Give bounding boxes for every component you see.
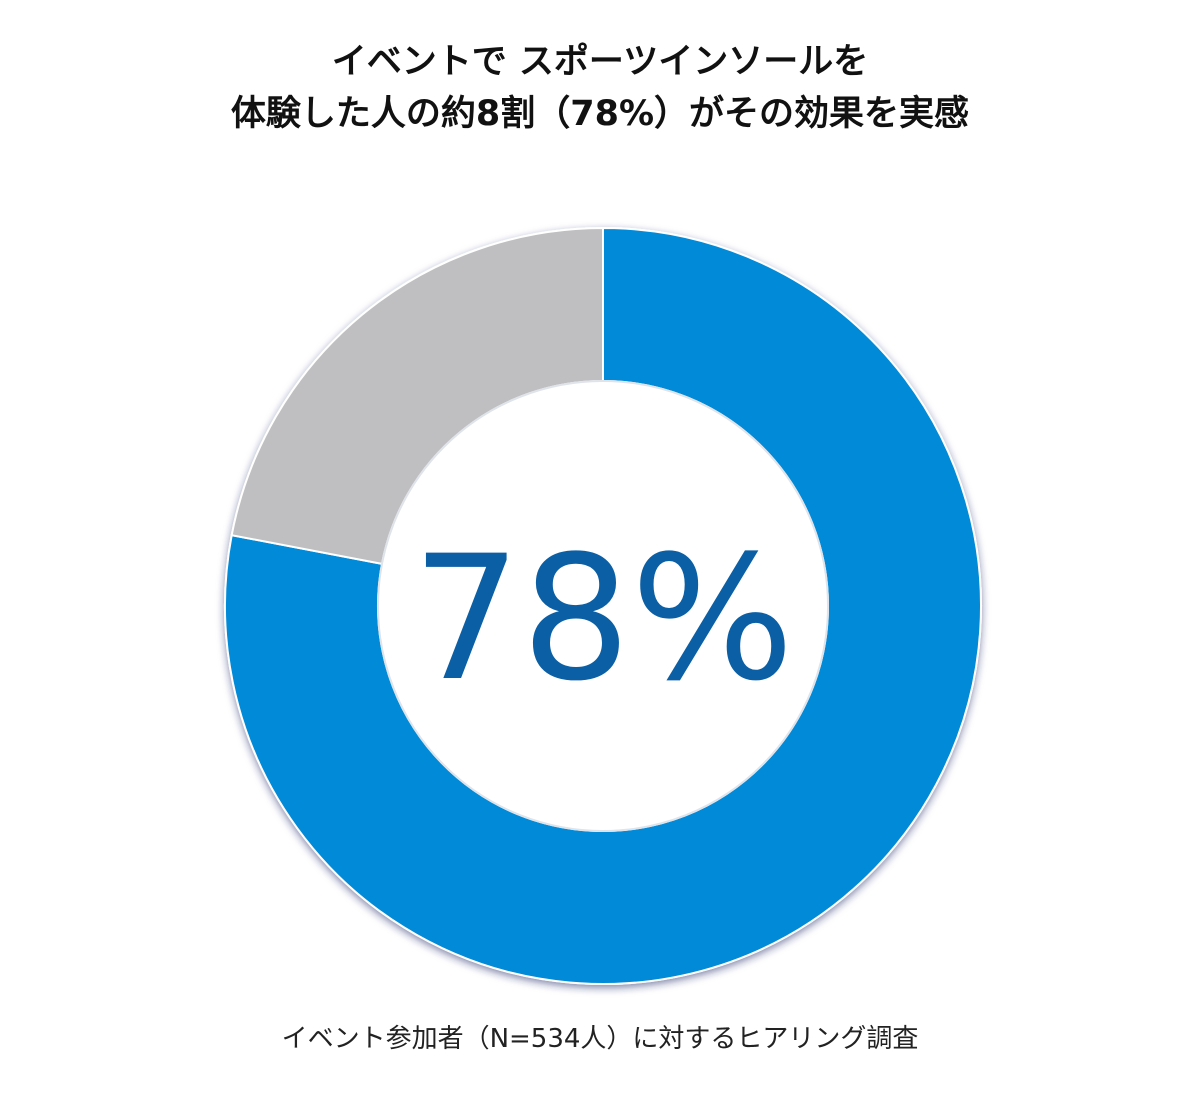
donut-hole-outline	[377, 380, 829, 832]
chart-title-line-1: イベントで スポーツインソールを	[331, 42, 869, 82]
center-percentage-label: 78%	[412, 518, 794, 719]
survey-footnote: イベント参加者（N=534人）に対するヒアリング調査	[281, 1024, 919, 1054]
chart-title-line-2: 体験した人の約8割（78%）がその効果を実感	[230, 94, 970, 134]
chart-title: イベントで スポーツインソールを 体験した人の約8割（78%）がその効果を実感	[0, 36, 1200, 140]
